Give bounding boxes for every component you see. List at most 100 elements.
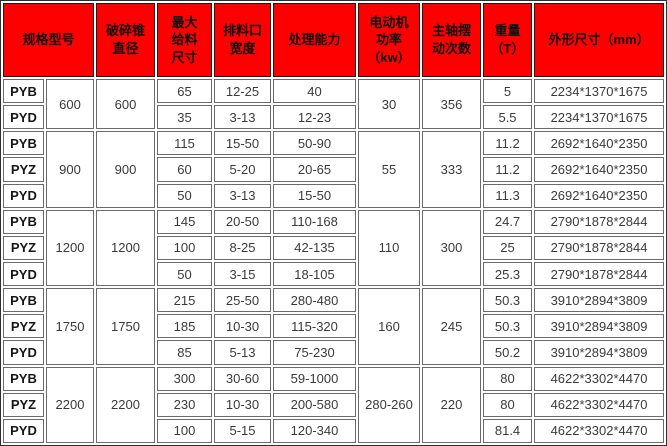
cell-discharge: 10-30	[214, 314, 272, 339]
table-row: PYB 600 600 65 12-25 40 30 356 5 2234*13…	[3, 79, 665, 130]
cell-discharge: 12-25	[214, 79, 272, 104]
cell-weight: 81.4	[483, 418, 533, 443]
cell-power: 280-260	[358, 366, 421, 443]
cell-diameter: 1200	[96, 209, 156, 287]
cell-dims: 2692*1640*2350	[534, 131, 665, 156]
cell-discharge: 5-15	[214, 418, 272, 443]
cell-diameter: 1750	[96, 288, 156, 365]
cell-discharge: 3-15	[214, 261, 272, 287]
cell-discharge: 3-13	[214, 183, 272, 208]
cell-model: PYZ	[3, 314, 44, 339]
cell-feed: 35	[157, 105, 213, 130]
header-capacity: 处理能力	[273, 3, 357, 77]
cell-weight: 80	[483, 366, 533, 391]
cell-weight: 11.2	[483, 157, 533, 182]
cell-dims: 2692*1640*2350	[534, 183, 665, 208]
cell-power: 30	[358, 79, 421, 130]
cell-capacity: 110-168	[273, 209, 357, 234]
cell-model: PYB	[3, 209, 44, 234]
cell-feed: 50	[157, 261, 213, 287]
cell-spec: 600	[46, 79, 95, 130]
table-row: PYZ 185 10-30 115-320 50.3 3910*2894*380…	[3, 314, 665, 339]
cell-model: PYB	[3, 288, 44, 313]
cell-model: PYZ	[3, 235, 44, 260]
cell-feed: 100	[157, 235, 213, 260]
cell-dims: 2234*1370*1675	[534, 105, 665, 130]
table-row: PYD 35 3-13 12-23 5.5 2234*1370*1675	[3, 105, 665, 130]
cell-feed: 60	[157, 157, 213, 182]
table-body: PYB 600 600 65 12-25 40 30 356 5 2234*13…	[3, 79, 665, 443]
cell-capacity: 20-65	[273, 157, 357, 182]
cell-discharge: 8-25	[214, 235, 272, 260]
cell-power: 160	[358, 288, 421, 365]
cell-power: 110	[358, 209, 421, 287]
cell-feed: 100	[157, 418, 213, 443]
header-spec-model: 规格型号	[3, 3, 95, 77]
cell-swing: 300	[422, 209, 482, 287]
table-row: PYD 50 3-15 18-105 25.3 2790*1878*2844	[3, 261, 665, 287]
cell-spec: 2200	[46, 366, 95, 443]
cell-model: PYB	[3, 366, 44, 391]
cell-diameter: 600	[96, 79, 156, 130]
header-motor-power: 电动机 功率 （kw）	[358, 3, 421, 77]
cell-spec: 900	[46, 131, 95, 208]
table-row: PYB 900 900 115 15-50 50-90 55 333 11.2 …	[3, 131, 665, 208]
table-row: PYD 85 5-13 75-230 50.2 3910*2894*3809	[3, 340, 665, 365]
cell-swing: 333	[422, 131, 482, 208]
cell-weight: 5.5	[483, 105, 533, 130]
cell-capacity: 15-50	[273, 183, 357, 208]
table-row: PYZ 100 8-25 42-135 25 2790*1878*2844	[3, 235, 665, 260]
cell-weight: 25.3	[483, 261, 533, 287]
cell-diameter: 2200	[96, 366, 156, 443]
cell-capacity: 42-135	[273, 235, 357, 260]
cell-weight: 50.3	[483, 288, 533, 313]
table-row: PYD 100 5-15 120-340 81.4 4622*3302*4470	[3, 418, 665, 443]
cell-weight: 80	[483, 392, 533, 417]
cell-weight: 11.3	[483, 183, 533, 208]
cell-model: PYD	[3, 418, 44, 443]
cell-feed: 65	[157, 79, 213, 104]
cell-dims: 3910*2894*3809	[534, 314, 665, 339]
cell-weight: 50.3	[483, 314, 533, 339]
cell-model: PYZ	[3, 392, 44, 417]
cell-capacity: 18-105	[273, 261, 357, 287]
cell-capacity: 280-480	[273, 288, 357, 313]
header-dimensions: 外形尺寸（mm）	[534, 3, 665, 77]
cell-discharge: 25-50	[214, 288, 272, 313]
header-spindle-swing: 主轴摆 动次数	[422, 3, 482, 77]
cell-feed: 50	[157, 183, 213, 208]
cell-swing: 220	[422, 366, 482, 443]
cell-capacity: 50-90	[273, 131, 357, 156]
table-row: PYB 1750 1750 215 25-50 280-480 160 245 …	[3, 288, 665, 365]
table-row: PYZ 230 10-30 200-580 80 4622*3302*4470	[3, 392, 665, 417]
cell-dims: 4622*3302*4470	[534, 392, 665, 417]
cell-model: PYZ	[3, 157, 44, 182]
cell-dims: 4622*3302*4470	[534, 366, 665, 391]
cell-feed: 145	[157, 209, 213, 234]
cell-capacity: 115-320	[273, 314, 357, 339]
table-row: PYB 2200 2200 300 30-60 59-1000 280-260 …	[3, 366, 665, 443]
cell-spec: 1750	[46, 288, 95, 365]
cell-feed: 300	[157, 366, 213, 391]
cell-feed: 85	[157, 340, 213, 365]
cell-power: 55	[358, 131, 421, 208]
cell-model: PYB	[3, 79, 44, 104]
cell-capacity: 59-1000	[273, 366, 357, 391]
table-row: PYD 50 3-13 15-50 11.3 2692*1640*2350	[3, 183, 665, 208]
table-row: PYB 1200 1200 145 20-50 110-168 110 300 …	[3, 209, 665, 287]
cell-capacity: 12-23	[273, 105, 357, 130]
cell-feed: 215	[157, 288, 213, 313]
cell-dims: 2790*1878*2844	[534, 209, 665, 234]
cell-dims: 3910*2894*3809	[534, 340, 665, 365]
cell-weight: 11.2	[483, 131, 533, 156]
cell-discharge: 5-20	[214, 157, 272, 182]
cell-model: PYD	[3, 105, 44, 130]
cell-dims: 3910*2894*3809	[534, 288, 665, 313]
cell-feed: 185	[157, 314, 213, 339]
cell-weight: 25	[483, 235, 533, 260]
cell-discharge: 3-13	[214, 105, 272, 130]
cell-model: PYD	[3, 340, 44, 365]
cell-capacity: 120-340	[273, 418, 357, 443]
cell-capacity: 200-580	[273, 392, 357, 417]
